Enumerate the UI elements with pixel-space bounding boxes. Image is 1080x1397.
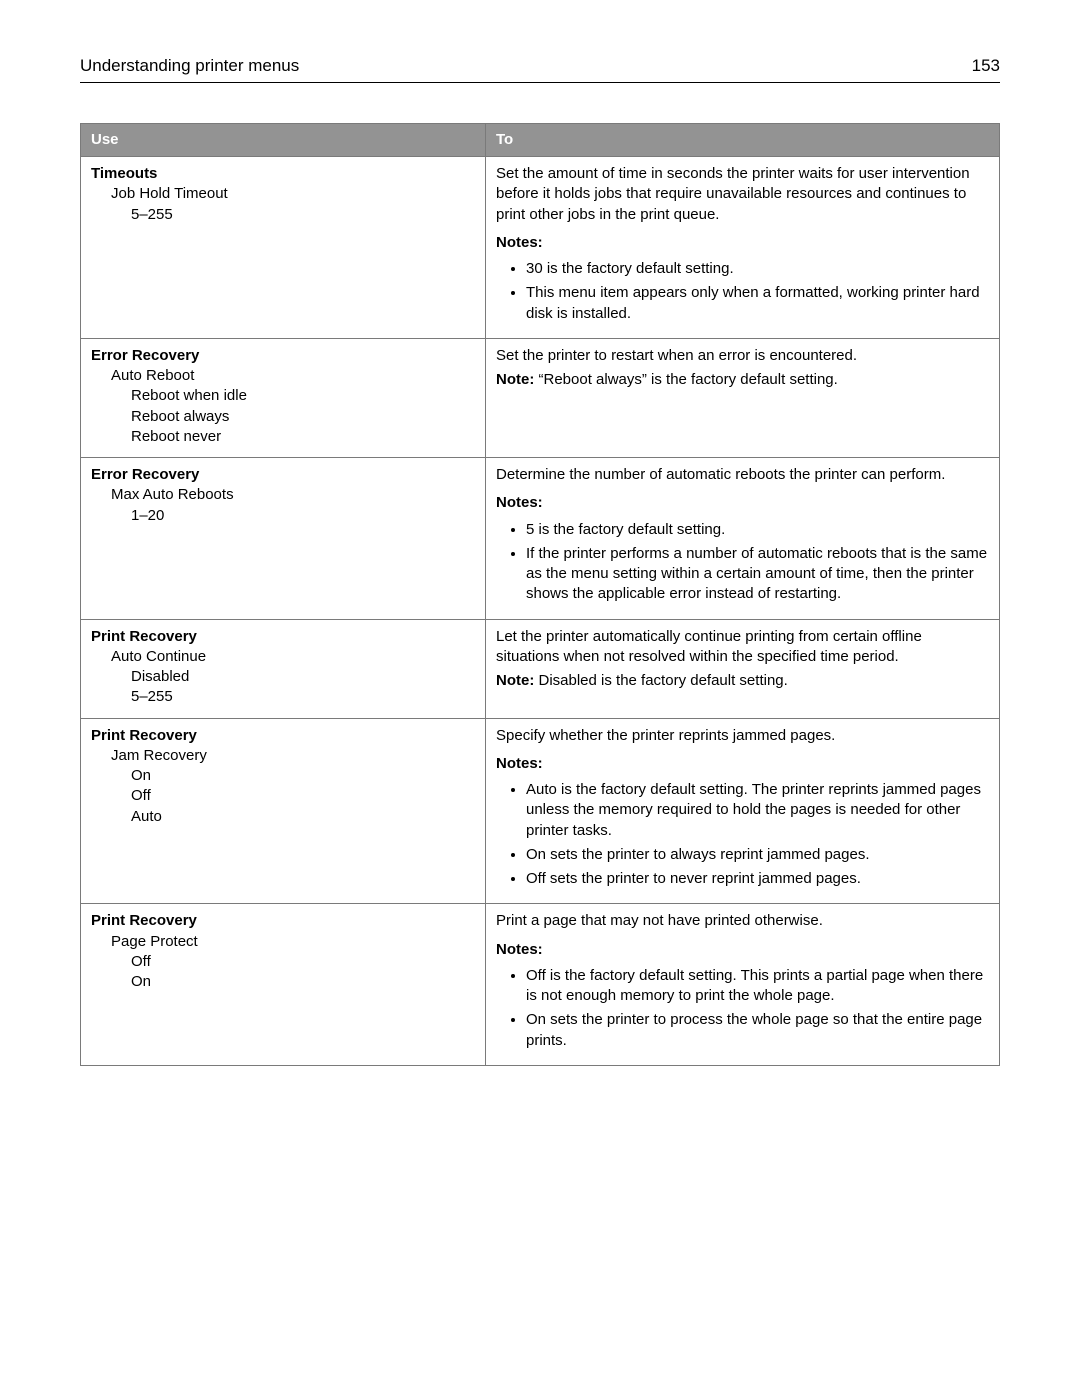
note-item: On sets the printer to process the whole… [526,1010,989,1051]
menu-item: Off [91,952,475,972]
menu-item: Off [91,786,475,806]
header-page-number: 153 [972,55,1000,78]
menu-group-title: Error Recovery [91,465,475,485]
menu-item: 1–20 [91,506,475,526]
page-header: Understanding printer menus 153 [80,55,1000,83]
description-text: Determine the number of automatic reboot… [496,465,989,485]
menu-item: 5–255 [91,687,475,707]
description-text: Let the printer automatically continue p… [496,627,989,668]
menu-group-title: Timeouts [91,164,475,184]
use-cell: Print RecoveryAuto ContinueDisabled5–255 [81,619,486,718]
menu-item: Job Hold Timeout [91,184,475,204]
menu-item: Auto Continue [91,647,475,667]
note-label: Note: [496,672,534,689]
note-item: Auto is the factory default setting. The… [526,780,989,841]
menu-item: On [91,766,475,786]
menu-item: Disabled [91,667,475,687]
note-item: 30 is the factory default setting. [526,259,989,279]
to-cell: Determine the number of automatic reboot… [486,458,1000,620]
note-item: If the printer performs a number of auto… [526,544,989,605]
description-text: Specify whether the printer reprints jam… [496,726,989,746]
menu-item: Auto Reboot [91,366,475,386]
table-row: Error RecoveryAuto RebootReboot when idl… [81,338,1000,457]
notes-list: Auto is the factory default setting. The… [496,780,989,889]
note-item: Off is the factory default setting. This… [526,966,989,1007]
menu-item: 5–255 [91,205,475,225]
note-item: 5 is the factory default setting. [526,520,989,540]
table-row: Print RecoveryJam RecoveryOnOffAuto Speci… [81,718,1000,904]
table-row: TimeoutsJob Hold Timeout5–255Set the amo… [81,157,1000,339]
description-text: Set the printer to restart when an error… [496,346,989,366]
note-item: Off sets the printer to never reprint ja… [526,869,989,889]
menu-group-title: Print Recovery [91,627,475,647]
inline-note: Note: “Reboot always” is the factory def… [496,370,989,390]
inline-note: Note: Disabled is the factory default se… [496,671,989,691]
to-cell: Specify whether the printer reprints jam… [486,718,1000,904]
notes-label: Notes: [496,233,989,253]
col-to-header: To [486,123,1000,156]
menu-item: Reboot when idle [91,386,475,406]
menu-item: Auto [91,807,475,827]
use-cell: Print RecoveryJam RecoveryOnOffAuto [81,718,486,904]
menu-group-title: Print Recovery [91,911,475,931]
menu-item: Jam Recovery [91,746,475,766]
header-title: Understanding printer menus [80,55,299,78]
menu-table: Use To TimeoutsJob Hold Timeout5–255Set … [80,123,1000,1066]
description-text: Set the amount of time in seconds the pr… [496,164,989,225]
table-row: Print RecoveryPage ProtectOffOn Print a p… [81,904,1000,1066]
menu-item: Reboot always [91,407,475,427]
use-cell: Error RecoveryAuto RebootReboot when idl… [81,338,486,457]
notes-list: 5 is the factory default setting. If the … [496,520,989,605]
menu-group-title: Error Recovery [91,346,475,366]
menu-group-title: Print Recovery [91,726,475,746]
menu-item: On [91,972,475,992]
notes-label: Notes: [496,940,989,960]
note-text: Disabled is the factory default setting. [534,672,787,689]
use-cell: Error RecoveryMax Auto Reboots1–20 [81,458,486,620]
note-text: “Reboot always” is the factory default s… [534,371,837,388]
menu-item: Max Auto Reboots [91,485,475,505]
to-cell: Set the amount of time in seconds the pr… [486,157,1000,339]
note-item: This menu item appears only when a forma… [526,283,989,324]
note-item: On sets the printer to always reprint ja… [526,845,989,865]
col-use-header: Use [81,123,486,156]
notes-list: Off is the factory default setting. This… [496,966,989,1051]
table-row: Print RecoveryAuto ContinueDisabled5–255… [81,619,1000,718]
note-label: Note: [496,371,534,388]
to-cell: Let the printer automatically continue p… [486,619,1000,718]
use-cell: TimeoutsJob Hold Timeout5–255 [81,157,486,339]
to-cell: Set the printer to restart when an error… [486,338,1000,457]
notes-label: Notes: [496,754,989,774]
use-cell: Print RecoveryPage ProtectOffOn [81,904,486,1066]
to-cell: Print a page that may not have printed o… [486,904,1000,1066]
menu-item: Page Protect [91,932,475,952]
description-text: Print a page that may not have printed o… [496,911,989,931]
menu-item: Reboot never [91,427,475,447]
table-row: Error RecoveryMax Auto Reboots1–20 Determ… [81,458,1000,620]
notes-list: 30 is the factory default setting. This m… [496,259,989,324]
notes-label: Notes: [496,493,989,513]
